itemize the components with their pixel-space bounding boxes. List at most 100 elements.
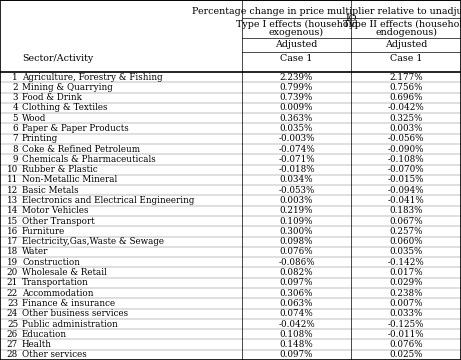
Text: 0.033%: 0.033% [389, 309, 423, 318]
Text: 24: 24 [6, 309, 18, 318]
Text: 0.300%: 0.300% [280, 227, 313, 236]
Text: Furniture: Furniture [22, 227, 65, 236]
Text: 6: 6 [12, 124, 18, 133]
Text: 19: 19 [7, 258, 18, 267]
Text: -0.142%: -0.142% [388, 258, 425, 267]
Text: Clothing & Textiles: Clothing & Textiles [22, 104, 107, 112]
Text: 23: 23 [7, 299, 18, 308]
Text: 0.003%: 0.003% [280, 196, 313, 205]
Text: 0.148%: 0.148% [280, 340, 313, 349]
Text: 2: 2 [12, 83, 18, 92]
Text: Food & Drink: Food & Drink [22, 93, 82, 102]
Text: 0.306%: 0.306% [280, 289, 313, 298]
Text: 0.696%: 0.696% [389, 93, 423, 102]
Text: Other business services: Other business services [22, 309, 128, 318]
Text: Rubber & Plastic: Rubber & Plastic [22, 165, 98, 174]
Text: 13: 13 [7, 196, 18, 205]
Text: 0.739%: 0.739% [280, 93, 313, 102]
Text: -0.041%: -0.041% [388, 196, 425, 205]
Text: Public administration: Public administration [22, 320, 118, 329]
Text: 0.009%: 0.009% [280, 104, 313, 112]
Text: 0.756%: 0.756% [389, 83, 423, 92]
Text: -0.090%: -0.090% [388, 145, 424, 154]
Text: Health: Health [22, 340, 52, 349]
Text: 0.034%: 0.034% [280, 175, 313, 184]
Text: 0.325%: 0.325% [389, 114, 423, 123]
Text: 0.063%: 0.063% [280, 299, 313, 308]
Text: 0.035%: 0.035% [280, 124, 313, 133]
Text: Mining & Quarrying: Mining & Quarrying [22, 83, 113, 92]
Text: 11: 11 [7, 175, 18, 184]
Text: 9: 9 [12, 155, 18, 164]
Text: 0.363%: 0.363% [280, 114, 313, 123]
Text: Electronics and Electrical Engineering: Electronics and Electrical Engineering [22, 196, 195, 205]
Text: 2.177%: 2.177% [389, 73, 423, 82]
Text: 0.074%: 0.074% [280, 309, 313, 318]
Text: 0.238%: 0.238% [389, 289, 423, 298]
Text: 0.003%: 0.003% [389, 124, 423, 133]
Text: Chemicals & Pharmaceuticals: Chemicals & Pharmaceuticals [22, 155, 156, 164]
Text: Education: Education [22, 330, 67, 339]
Text: -0.125%: -0.125% [388, 320, 424, 329]
Text: 0.076%: 0.076% [389, 340, 423, 349]
Text: -0.056%: -0.056% [388, 134, 424, 143]
Text: Sector/Activity: Sector/Activity [22, 54, 93, 63]
Text: 15: 15 [7, 217, 18, 226]
Text: 0.060%: 0.060% [389, 237, 423, 246]
Text: Construction: Construction [22, 258, 80, 267]
Text: 20: 20 [7, 268, 18, 277]
Text: 5: 5 [12, 114, 18, 123]
Text: Paper & Paper Products: Paper & Paper Products [22, 124, 129, 133]
Text: Motor Vehicles: Motor Vehicles [22, 206, 89, 215]
Text: -0.015%: -0.015% [388, 175, 424, 184]
Text: 18: 18 [7, 248, 18, 256]
Text: 16: 16 [7, 227, 18, 236]
Text: Other Transport: Other Transport [22, 217, 95, 226]
Text: 28: 28 [7, 350, 18, 359]
Text: 25: 25 [7, 320, 18, 329]
Text: Adjusted: Adjusted [385, 40, 427, 49]
Text: 0.097%: 0.097% [280, 350, 313, 359]
Text: exogenous): exogenous) [269, 28, 324, 37]
Text: -0.070%: -0.070% [388, 165, 424, 174]
Text: 0.219%: 0.219% [280, 206, 313, 215]
Text: 0.097%: 0.097% [280, 278, 313, 287]
Text: -0.018%: -0.018% [278, 165, 315, 174]
Text: 22: 22 [7, 289, 18, 298]
Text: 27: 27 [7, 340, 18, 349]
Text: 2.239%: 2.239% [280, 73, 313, 82]
Text: -0.042%: -0.042% [388, 104, 425, 112]
Text: 0.108%: 0.108% [280, 330, 313, 339]
Text: Adjusted: Adjusted [275, 40, 318, 49]
Text: 17: 17 [7, 237, 18, 246]
Text: Basic Metals: Basic Metals [22, 186, 79, 195]
Text: 1: 1 [12, 73, 18, 82]
Text: 0.257%: 0.257% [389, 227, 423, 236]
Text: 0.109%: 0.109% [280, 217, 313, 226]
Text: endogenous): endogenous) [375, 28, 437, 37]
Text: 0.082%: 0.082% [280, 268, 313, 277]
Text: 21: 21 [7, 278, 18, 287]
Text: Wood: Wood [22, 114, 47, 123]
Text: Case 1: Case 1 [390, 54, 422, 63]
Text: 0.799%: 0.799% [280, 83, 313, 92]
Text: 0.067%: 0.067% [389, 217, 423, 226]
Text: 0.035%: 0.035% [389, 248, 423, 256]
Text: Percentage change in price multiplier relative to unadjusted price: Percentage change in price multiplier re… [192, 7, 461, 16]
Text: -0.003%: -0.003% [278, 134, 315, 143]
Text: Type II effects (household: Type II effects (household [343, 20, 461, 29]
Text: 8: 8 [12, 145, 18, 154]
Text: Type I effects (household: Type I effects (household [236, 20, 357, 29]
Text: Finance & insurance: Finance & insurance [22, 299, 115, 308]
Text: Transportation: Transportation [22, 278, 89, 287]
Text: -0.108%: -0.108% [388, 155, 424, 164]
Text: Wholesale & Retail: Wholesale & Retail [22, 268, 107, 277]
Text: 10: 10 [7, 165, 18, 174]
Text: -0.011%: -0.011% [388, 330, 424, 339]
Text: -0.074%: -0.074% [278, 145, 315, 154]
Text: 4: 4 [12, 104, 18, 112]
Text: 12: 12 [7, 186, 18, 195]
Text: 14: 14 [6, 206, 18, 215]
Text: 0.029%: 0.029% [389, 278, 423, 287]
Text: 0.098%: 0.098% [280, 237, 313, 246]
